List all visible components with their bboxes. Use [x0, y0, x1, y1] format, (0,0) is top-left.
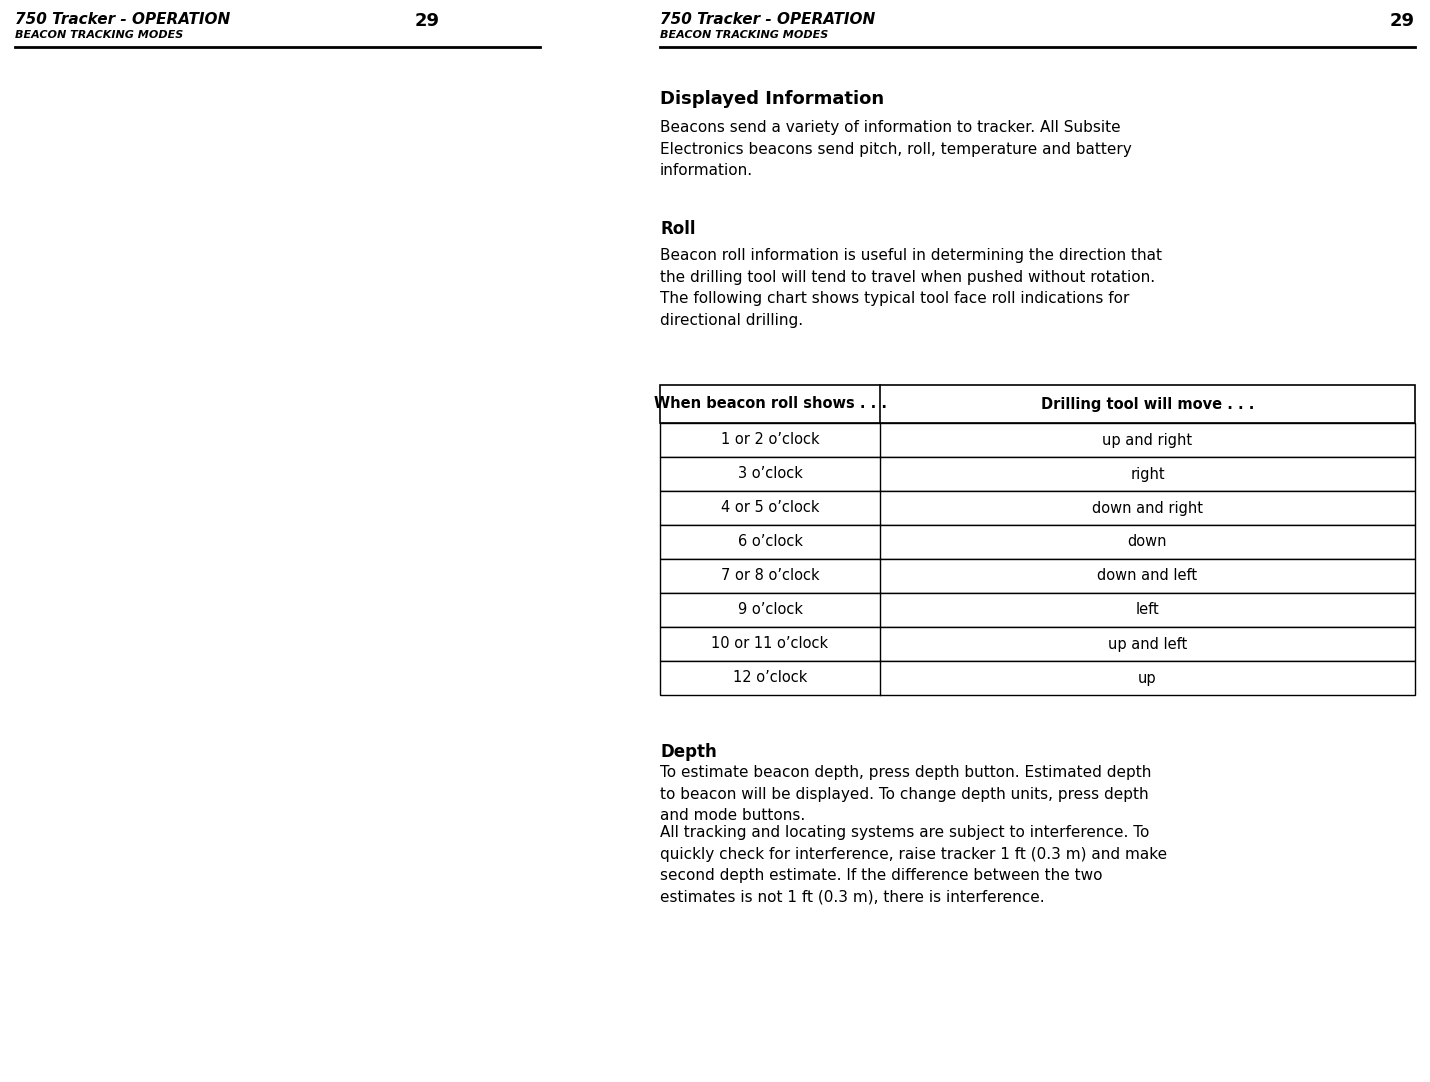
Text: 750 Tracker - OPERATION: 750 Tracker - OPERATION	[661, 12, 875, 27]
Bar	[661, 593, 1416, 626]
Text: Drilling tool will move . . .: Drilling tool will move . . .	[1041, 396, 1254, 411]
Text: To estimate beacon depth, press depth button. Estimated depth
to beacon will be : To estimate beacon depth, press depth bu…	[661, 765, 1151, 823]
Bar	[661, 385, 1416, 423]
Bar	[661, 626, 1416, 661]
Text: Beacon roll information is useful in determining the direction that
the drilling: Beacon roll information is useful in det…	[661, 248, 1163, 328]
Text: 3 o’clock: 3 o’clock	[738, 466, 802, 481]
Bar	[661, 423, 1416, 457]
Text: down: down	[1128, 535, 1167, 550]
Bar	[661, 491, 1416, 525]
Text: 750 Tracker - OPERATION: 750 Tracker - OPERATION	[14, 12, 230, 27]
Text: 6 o’clock: 6 o’clock	[738, 535, 802, 550]
Text: Displayed Information: Displayed Information	[661, 90, 884, 108]
Text: Depth: Depth	[661, 743, 716, 761]
Bar	[661, 457, 1416, 491]
Bar	[661, 661, 1416, 695]
Text: When beacon roll shows . . .: When beacon roll shows . . .	[654, 396, 887, 411]
Text: All tracking and locating systems are subject to interference. To
quickly check : All tracking and locating systems are su…	[661, 824, 1167, 905]
Text: 10 or 11 o’clock: 10 or 11 o’clock	[712, 636, 828, 651]
Text: 29: 29	[1390, 12, 1416, 30]
Bar	[661, 525, 1416, 559]
Text: 1 or 2 o’clock: 1 or 2 o’clock	[721, 433, 819, 448]
Text: Beacons send a variety of information to tracker. All Subsite
Electronics beacon: Beacons send a variety of information to…	[661, 120, 1131, 179]
Text: down and right: down and right	[1093, 501, 1203, 515]
Text: up: up	[1138, 671, 1157, 686]
Text: 12 o’clock: 12 o’clock	[732, 671, 807, 686]
Text: BEACON TRACKING MODES: BEACON TRACKING MODES	[14, 30, 183, 40]
Bar	[661, 559, 1416, 593]
Text: 7 or 8 o’clock: 7 or 8 o’clock	[721, 568, 819, 583]
Text: up and left: up and left	[1108, 636, 1187, 651]
Text: Roll: Roll	[661, 220, 695, 238]
Text: left: left	[1135, 603, 1160, 618]
Text: BEACON TRACKING MODES: BEACON TRACKING MODES	[661, 30, 828, 40]
Text: 29: 29	[415, 12, 440, 30]
Text: 4 or 5 o’clock: 4 or 5 o’clock	[721, 501, 819, 515]
Text: down and left: down and left	[1097, 568, 1197, 583]
Text: 9 o’clock: 9 o’clock	[738, 603, 802, 618]
Text: up and right: up and right	[1103, 433, 1193, 448]
Text: right: right	[1130, 466, 1165, 481]
